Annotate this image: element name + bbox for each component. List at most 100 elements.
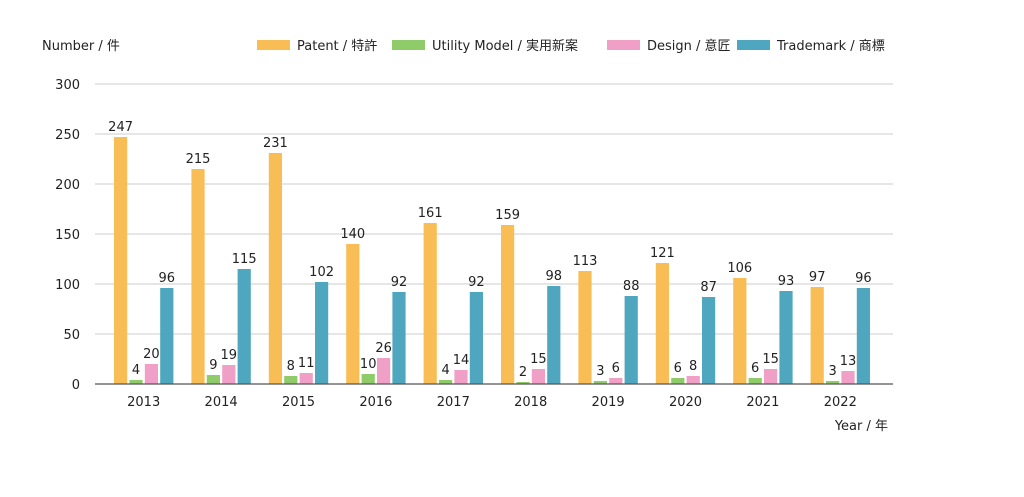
data-label: 8 — [689, 359, 697, 374]
data-label: 11 — [298, 356, 315, 371]
data-label: 121 — [650, 246, 675, 261]
y-tick-label: 250 — [55, 128, 80, 143]
data-label: 92 — [468, 275, 485, 290]
data-label: 6 — [751, 361, 759, 376]
data-label: 4 — [132, 363, 140, 378]
bar-2016-series-3 — [392, 292, 406, 384]
data-label: 96 — [855, 271, 872, 286]
x-tick-label: 2020 — [669, 395, 702, 410]
legend-label-3: Trademark / 商標 — [776, 39, 885, 54]
data-label: 15 — [762, 352, 779, 367]
x-axis-label: Year / 年 — [834, 419, 888, 434]
bar-2022-series-2 — [841, 371, 855, 384]
data-label: 106 — [727, 261, 752, 276]
data-label: 13 — [840, 354, 857, 369]
bar-2013-series-0 — [114, 137, 128, 384]
bar-2017-series-1 — [439, 380, 453, 384]
x-tick-label: 2021 — [746, 395, 779, 410]
data-label: 88 — [623, 279, 640, 294]
data-label: 6 — [674, 361, 682, 376]
bar-2020-series-3 — [702, 297, 716, 384]
bar-2014-series-3 — [237, 269, 251, 384]
bar-2022-series-1 — [826, 381, 840, 384]
bar-2018-series-3 — [547, 286, 561, 384]
bar-2020-series-2 — [686, 376, 700, 384]
bar-2018-series-2 — [531, 369, 545, 384]
legend-label-1: Utility Model / 実用新案 — [432, 38, 578, 54]
legend-swatch-0 — [257, 40, 290, 50]
bar-2013-series-2 — [144, 364, 158, 384]
y-axis-ticks: 0 50 100 150 200 250 300 — [55, 78, 80, 393]
y-tick-label: 50 — [63, 328, 80, 343]
bar-2016-series-0 — [346, 244, 360, 384]
bars — [114, 137, 870, 384]
legend-label-0: Patent / 特許 — [297, 39, 377, 54]
x-tick-label: 2022 — [824, 395, 857, 410]
y-tick-label: 150 — [55, 228, 80, 243]
y-tick-label: 0 — [72, 378, 80, 393]
data-label: 97 — [809, 270, 826, 285]
data-label: 3 — [828, 364, 836, 379]
bar-2016-series-1 — [361, 374, 375, 384]
bar-2018-series-1 — [516, 382, 530, 384]
bar-2020-series-1 — [671, 378, 685, 384]
legend-swatch-1 — [392, 40, 425, 50]
bar-2017-series-0 — [423, 223, 437, 384]
bar-2019-series-3 — [624, 296, 638, 384]
bar-2019-series-2 — [609, 378, 623, 384]
bar-2014-series-1 — [206, 375, 220, 384]
data-label: 231 — [263, 136, 288, 151]
data-label: 4 — [441, 363, 449, 378]
x-tick-label: 2017 — [437, 395, 470, 410]
bar-2014-series-0 — [191, 169, 205, 384]
data-label: 14 — [453, 353, 470, 368]
data-label: 96 — [159, 271, 176, 286]
bar-2019-series-1 — [593, 381, 607, 384]
legend-label-2: Design / 意匠 — [647, 38, 731, 54]
x-tick-label: 2018 — [514, 395, 547, 410]
bar-2013-series-3 — [160, 288, 174, 384]
legend: Patent / 特許 Utility Model / 実用新案 Design / … — [257, 38, 885, 54]
legend-swatch-3 — [737, 40, 770, 50]
data-label: 247 — [108, 120, 133, 135]
data-label: 102 — [309, 265, 334, 280]
data-label: 92 — [391, 275, 408, 290]
bar-2021-series-2 — [764, 369, 778, 384]
x-tick-label: 2016 — [359, 395, 392, 410]
data-label: 10 — [360, 357, 377, 372]
bar-2021-series-1 — [748, 378, 762, 384]
bar-2020-series-0 — [655, 263, 669, 384]
bar-2021-series-0 — [733, 278, 747, 384]
bar-2014-series-2 — [222, 365, 236, 384]
y-tick-label: 300 — [55, 78, 80, 93]
x-axis-ticks: 2013 2014 2015 2016 2017 2018 2019 2020 2021 2022 — [127, 395, 857, 410]
data-label: 140 — [340, 227, 365, 242]
data-label: 113 — [573, 254, 598, 269]
data-label: 9 — [209, 358, 217, 373]
data-label: 15 — [530, 352, 547, 367]
y-tick-label: 100 — [55, 278, 80, 293]
bar-2018-series-0 — [501, 225, 515, 384]
bar-2015-series-3 — [315, 282, 329, 384]
data-label: 87 — [700, 280, 717, 295]
data-label: 161 — [418, 206, 443, 221]
data-label: 26 — [375, 341, 392, 356]
data-label: 19 — [221, 348, 238, 363]
bar-2016-series-2 — [377, 358, 391, 384]
bar-2017-series-2 — [454, 370, 468, 384]
bar-2015-series-1 — [284, 376, 298, 384]
data-label: 20 — [143, 347, 160, 362]
bar-2021-series-3 — [779, 291, 793, 384]
bar-2022-series-3 — [856, 288, 870, 384]
data-label: 215 — [186, 152, 211, 167]
gridlines — [95, 83, 893, 335]
x-tick-label: 2013 — [127, 395, 160, 410]
legend-swatch-2 — [607, 40, 640, 50]
x-tick-label: 2014 — [205, 395, 238, 410]
data-label: 8 — [287, 359, 295, 374]
bar-2017-series-3 — [469, 292, 483, 384]
x-tick-label: 2015 — [282, 395, 315, 410]
